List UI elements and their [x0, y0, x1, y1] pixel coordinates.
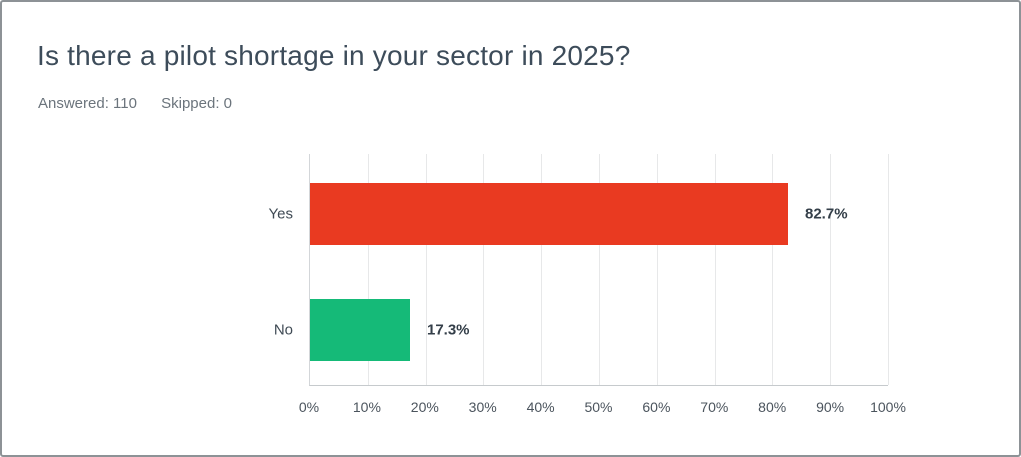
- x-tick-label: 80%: [758, 399, 787, 415]
- skipped-count: Skipped: 0: [161, 95, 233, 112]
- x-tick-label: 100%: [870, 399, 906, 415]
- x-tick-label: 20%: [410, 399, 439, 415]
- gridline: [541, 154, 543, 385]
- bar-row: Yes 82.7%: [269, 183, 888, 245]
- x-tick-label: 90%: [816, 399, 845, 415]
- x-tick-label: 0%: [298, 399, 320, 415]
- gridline: [772, 154, 774, 385]
- x-tick-label: 30%: [468, 399, 497, 415]
- gridline: [888, 154, 889, 385]
- category-label-yes: Yes: [268, 205, 293, 223]
- answered-count: Answered: 110: [38, 95, 137, 112]
- value-label-no: 17.3%: [426, 321, 470, 339]
- gridline: [714, 154, 716, 385]
- x-tick-label: 10%: [352, 399, 381, 415]
- x-tick-label: 40%: [526, 399, 555, 415]
- gridline: [367, 154, 369, 385]
- plot-area: Yes 82.7% No 17.3%: [269, 154, 889, 386]
- question-title: Is there a pilot shortage in your sector…: [37, 40, 631, 71]
- gridline: [830, 154, 832, 385]
- category-label-no: No: [273, 321, 293, 339]
- bar-no: [310, 299, 410, 361]
- gridline: [425, 154, 427, 385]
- x-tick-label: 70%: [700, 399, 729, 415]
- x-axis: 0% 10% 20% 30% 40% 50% 60% 70% 80% 90% 100%: [299, 399, 906, 417]
- bar-row: No 17.3%: [274, 299, 888, 361]
- x-tick-label: 60%: [642, 399, 671, 415]
- gridline: [656, 154, 658, 385]
- x-tick-label: 50%: [584, 399, 613, 415]
- response-meta: Answered: 110 Skipped: 0: [38, 95, 252, 112]
- value-label-yes: 82.7%: [805, 205, 848, 223]
- gridline: [599, 154, 600, 385]
- gridline: [483, 154, 485, 385]
- bar-yes: [310, 183, 788, 245]
